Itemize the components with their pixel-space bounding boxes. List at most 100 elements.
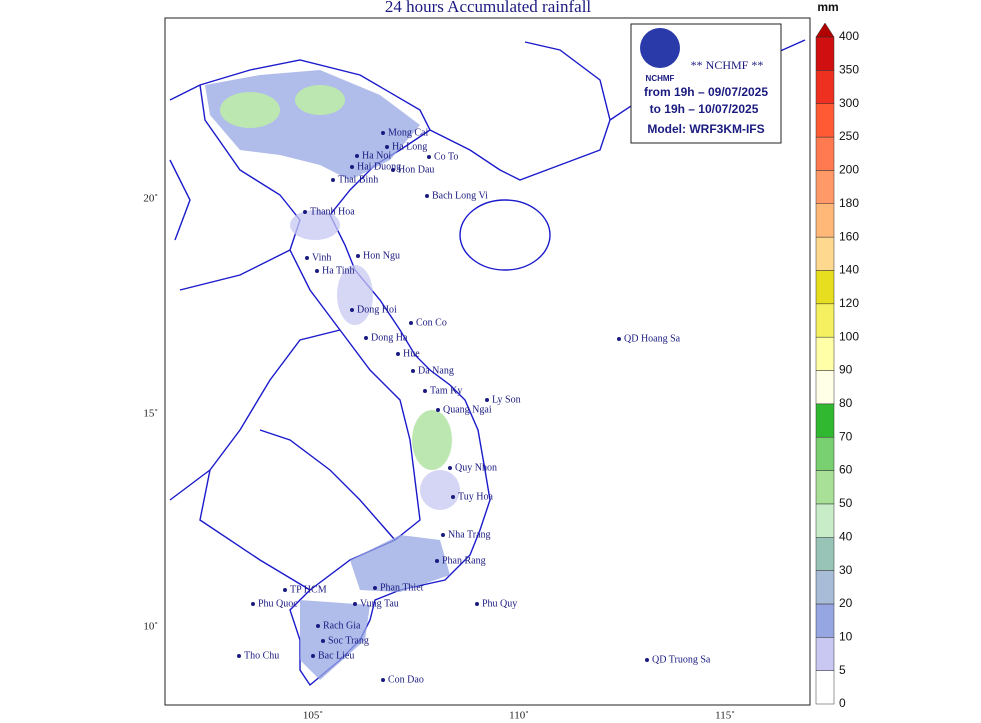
colorbar-label: 60 [839, 463, 853, 477]
place-label: Phu Quoc [258, 598, 298, 609]
place-label: Hue [403, 348, 420, 359]
place-dot [373, 586, 377, 590]
place-dot [396, 352, 400, 356]
colorbar-label: 140 [839, 263, 859, 277]
colorbar-label: 80 [839, 396, 853, 410]
colorbar-label: 160 [839, 229, 859, 243]
colorbar-bin [815, 537, 835, 571]
lat-label: 20˚ [143, 193, 158, 205]
colorbar-bin [815, 670, 835, 705]
logo [640, 28, 680, 68]
colorbar-bin [815, 403, 835, 438]
place-dot [283, 588, 287, 592]
place-label: Rach Gia [323, 620, 361, 631]
place-label: Hai Duong [357, 161, 401, 172]
place-label: Nha Trang [448, 529, 491, 540]
place-dot [485, 398, 489, 402]
colorbar-label: 350 [839, 63, 859, 77]
place-dot [617, 337, 621, 341]
colorbar-label: 5 [839, 663, 846, 677]
colorbar-bin [815, 270, 835, 305]
place-label: QD Truong Sa [652, 654, 711, 665]
colorbar-bin [815, 103, 835, 138]
place-label: Con Co [416, 317, 447, 328]
info-box [630, 23, 782, 144]
colorbar-bin [815, 336, 835, 371]
place-dot [315, 269, 319, 273]
colorbar-label: 70 [839, 429, 853, 443]
place-label: Hon Dau [398, 164, 434, 175]
lat-label: 15˚ [143, 408, 158, 420]
colorbar-label: 0 [839, 696, 846, 710]
place-label: Dong Hoi [357, 304, 397, 315]
period-from: from 19h – 09/07/2025 [644, 85, 768, 99]
place-label: Vung Tau [360, 598, 399, 609]
colorbar-bin [815, 203, 835, 238]
place-dot [448, 466, 452, 470]
place-label: Ha Long [392, 141, 427, 152]
place-dot [251, 602, 255, 606]
colorbar-bin [815, 170, 835, 204]
colorbar-bin [815, 637, 835, 671]
place-label: Tam Ky [430, 385, 462, 396]
place-dot [385, 145, 389, 149]
model: Model: WRF3KM-IFS [647, 122, 764, 136]
place-dot [391, 168, 395, 172]
place-dot [311, 654, 315, 658]
place-dot [475, 602, 479, 606]
place-dot [451, 495, 455, 499]
colorbar-bin [815, 236, 835, 271]
place-dot [381, 678, 385, 682]
place-dot [441, 533, 445, 537]
place-label: Co To [434, 151, 458, 162]
place-label: Phan Thiet [380, 582, 424, 593]
place-label: Tuy Hoa [458, 491, 493, 502]
place-label: Bach Long Vi [432, 190, 488, 201]
place-dot [645, 658, 649, 662]
place-dot [356, 254, 360, 258]
colorbar-bin [815, 570, 835, 605]
place-dot [350, 165, 354, 169]
colorbar-bin [815, 503, 835, 538]
place-dot [303, 210, 307, 214]
lon-label: 115˚ [715, 710, 735, 722]
title: 24 hours Accumulated rainfall [385, 0, 592, 16]
place-dot [350, 308, 354, 312]
colorbar-label: 200 [839, 163, 859, 177]
colorbar-label: 20 [839, 596, 853, 610]
place-label: Phu Quy [482, 598, 517, 609]
place-label: Thanh Hoa [310, 206, 355, 217]
place-label: Thai Binh [338, 174, 378, 185]
place-label: TP HCM [290, 584, 327, 595]
colorbar-label: 10 [839, 629, 853, 643]
place-dot [355, 154, 359, 158]
place-dot [237, 654, 241, 658]
colorbar-label: 90 [839, 363, 853, 377]
agency: ** NCHMF ** [691, 58, 764, 72]
lon-label: 110˚ [509, 710, 529, 722]
colorbar-bin [815, 136, 835, 171]
colorbar-bin [815, 36, 835, 71]
place-label: Dong Ha [371, 332, 408, 343]
place-dot [316, 624, 320, 628]
place-dot [411, 369, 415, 373]
place-label: Mong Cai [388, 127, 429, 138]
place-label: Bac Lieu [318, 650, 354, 661]
place-label: Da Nang [418, 365, 454, 376]
place-label: Hon Ngu [363, 250, 400, 261]
place-dot [353, 602, 357, 606]
place-label: Vinh [312, 252, 331, 263]
colorbar-label: 180 [839, 196, 859, 210]
place-label: QD Hoang Sa [624, 333, 681, 344]
colorbar-bin [815, 470, 835, 505]
place-label: Ha Tinh [322, 265, 355, 276]
place-label: Soc Trang [328, 635, 369, 646]
colorbar-unit: mm [817, 0, 838, 14]
colorbar-bin [815, 70, 835, 104]
colorbar-label: 50 [839, 496, 853, 510]
place-label: Ha Noi [362, 150, 391, 161]
place-label: Phan Rang [442, 555, 486, 566]
place-dot [364, 336, 368, 340]
colorbar-bin [815, 603, 835, 638]
